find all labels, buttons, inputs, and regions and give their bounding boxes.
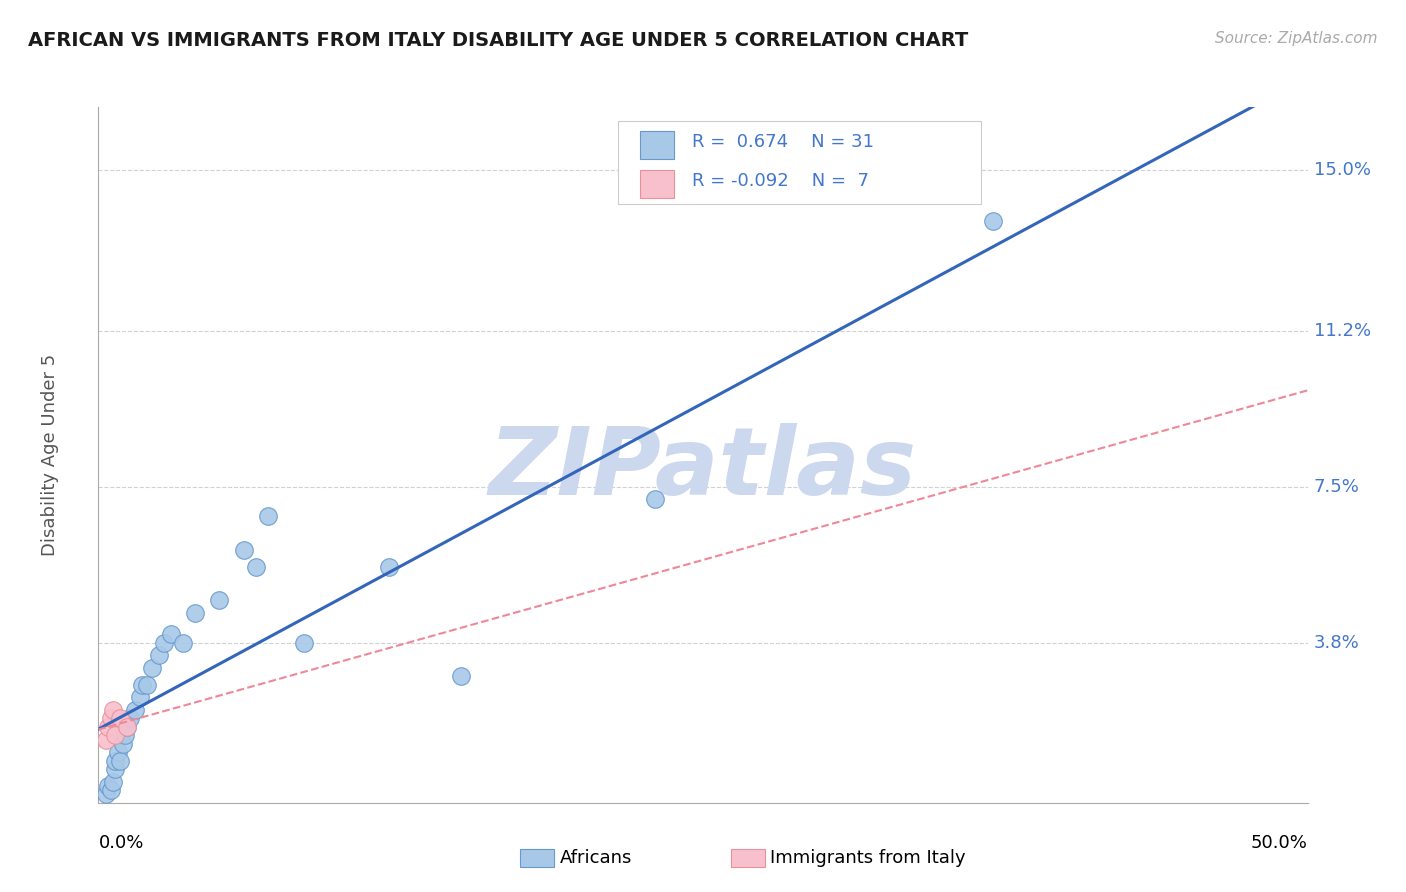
Point [131,678,153,692]
Point [245,559,267,574]
Point [108,711,131,725]
Point [94,788,117,802]
Point [292,635,315,649]
Bar [640,170,673,198]
Point [107,745,129,759]
Point [148,648,170,663]
Point [450,669,472,683]
Point [117,720,139,734]
Point [981,214,1004,228]
Point [100,783,122,797]
Text: 3.8%: 3.8% [1313,633,1360,651]
Point [377,559,399,574]
Point [104,762,127,776]
Point [160,627,183,641]
Point [118,711,141,725]
Point [104,728,127,742]
Point [111,737,134,751]
Point [135,678,157,692]
Text: 50.0%: 50.0% [1251,834,1308,852]
Point [172,635,194,649]
Text: 0.0%: 0.0% [98,834,143,852]
Text: 15.0%: 15.0% [1313,161,1371,179]
Text: R =  0.674    N = 31: R = 0.674 N = 31 [692,133,875,151]
Text: Immigrants from Italy: Immigrants from Italy [770,849,966,867]
Point [114,728,136,742]
Point [152,635,174,649]
Point [97,720,120,734]
Text: ZIPatlas: ZIPatlas [489,423,917,515]
Point [108,754,131,768]
Text: AFRICAN VS IMMIGRANTS FROM ITALY DISABILITY AGE UNDER 5 CORRELATION CHART: AFRICAN VS IMMIGRANTS FROM ITALY DISABIL… [28,31,969,50]
Bar [640,131,673,159]
Point [644,492,666,507]
Point [232,542,254,557]
Text: 7.5%: 7.5% [1313,477,1360,496]
Text: 11.2%: 11.2% [1313,321,1371,340]
Point [94,732,117,747]
Point [117,720,139,734]
Point [141,661,163,675]
FancyBboxPatch shape [619,121,981,204]
Text: Source: ZipAtlas.com: Source: ZipAtlas.com [1215,31,1378,46]
Point [256,509,278,524]
Point [100,711,122,725]
Text: Africans: Africans [560,849,631,867]
Text: R = -0.092    N =  7: R = -0.092 N = 7 [692,172,869,190]
Point [128,690,150,705]
Point [124,703,146,717]
Point [184,606,207,620]
Point [101,774,124,789]
Text: Disability Age Under 5: Disability Age Under 5 [41,354,59,556]
Point [101,703,124,717]
Point [208,593,231,607]
Point [104,754,127,768]
Point [97,779,120,793]
